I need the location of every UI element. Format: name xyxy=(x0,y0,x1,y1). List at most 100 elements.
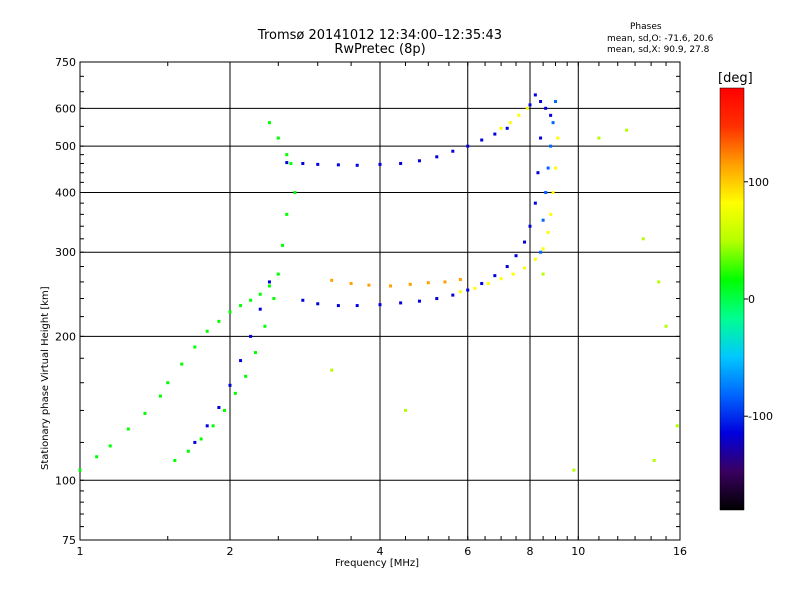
data-point xyxy=(493,132,497,136)
data-point xyxy=(267,284,271,288)
data-point xyxy=(276,272,280,276)
data-point xyxy=(78,468,82,472)
chart-subtitle: RwPretec (8p) xyxy=(334,42,426,57)
phase-stats-x: mean, sd,X: 90.9, 27.8 xyxy=(607,45,710,55)
data-point xyxy=(355,304,359,308)
data-point xyxy=(158,394,162,398)
data-point xyxy=(276,136,280,140)
data-point xyxy=(193,440,197,444)
data-point xyxy=(272,297,276,301)
data-point xyxy=(228,310,232,314)
colorbar xyxy=(719,87,745,511)
data-point xyxy=(403,408,407,412)
y-tick-label: 75 xyxy=(62,534,76,547)
x-tick-label: 4 xyxy=(377,545,384,558)
y-tick-label: 100 xyxy=(55,474,76,487)
data-point xyxy=(239,304,243,308)
data-point xyxy=(126,427,130,431)
data-point xyxy=(466,288,470,292)
data-point xyxy=(180,362,184,366)
data-point xyxy=(536,171,540,175)
data-point xyxy=(544,106,548,110)
data-point xyxy=(546,230,550,234)
data-point xyxy=(466,144,470,148)
data-point xyxy=(435,297,439,301)
colorbar-tick-label: 100 xyxy=(748,176,769,189)
data-point xyxy=(544,190,548,194)
y-tick-label: 750 xyxy=(55,56,76,69)
y-tick-label: 600 xyxy=(55,102,76,115)
data-point xyxy=(378,162,382,166)
data-point xyxy=(541,218,545,222)
data-point xyxy=(336,163,340,167)
data-point xyxy=(301,161,305,165)
data-point xyxy=(258,292,262,296)
data-point xyxy=(417,299,421,303)
data-point xyxy=(541,272,545,276)
data-point xyxy=(553,100,557,104)
data-point xyxy=(408,282,412,286)
data-point xyxy=(511,272,515,276)
data-point xyxy=(301,298,305,302)
data-point xyxy=(572,468,576,472)
data-point xyxy=(249,334,253,338)
data-point xyxy=(541,247,545,251)
data-point xyxy=(199,437,203,441)
data-point xyxy=(480,282,484,286)
data-point xyxy=(435,155,439,159)
data-point xyxy=(173,458,177,462)
y-tick-label: 500 xyxy=(55,140,76,153)
data-point xyxy=(217,319,221,323)
data-point xyxy=(367,283,371,287)
data-point xyxy=(193,345,197,349)
data-point xyxy=(253,351,257,355)
x-axis-label: Frequency [MHz] xyxy=(335,558,420,569)
data-point xyxy=(281,243,285,247)
data-point xyxy=(533,93,537,97)
data-point xyxy=(664,324,668,328)
data-point xyxy=(217,405,221,409)
colorbar-tick-label: -100 xyxy=(748,410,773,423)
data-point xyxy=(539,250,543,254)
data-point xyxy=(499,277,503,281)
data-point xyxy=(293,190,297,194)
data-point xyxy=(443,280,447,284)
data-point xyxy=(458,278,462,282)
data-point xyxy=(244,374,248,378)
data-point xyxy=(641,237,645,241)
data-point xyxy=(258,307,262,311)
data-point xyxy=(514,254,518,258)
data-point xyxy=(378,303,382,307)
data-point xyxy=(285,212,289,216)
data-point xyxy=(473,286,477,290)
phase-header: Phases xyxy=(630,22,662,32)
data-point xyxy=(549,144,553,148)
data-point xyxy=(493,274,497,278)
data-point xyxy=(505,265,509,269)
colorbar-tick-label: 0 xyxy=(748,293,755,306)
data-point xyxy=(553,166,557,170)
data-point xyxy=(205,424,209,428)
data-point xyxy=(239,359,243,363)
data-point xyxy=(539,136,543,140)
x-tick-label: 8 xyxy=(527,545,534,558)
data-point xyxy=(451,293,455,297)
y-tick-label: 400 xyxy=(55,186,76,199)
data-point xyxy=(330,278,334,282)
data-point xyxy=(417,159,421,163)
data-point xyxy=(285,153,289,157)
data-point xyxy=(399,161,403,165)
x-tick-label: 1 xyxy=(77,545,84,558)
data-point xyxy=(316,162,320,166)
data-point xyxy=(533,201,537,205)
data-point xyxy=(533,257,537,261)
data-point xyxy=(499,126,503,130)
data-point xyxy=(625,128,629,132)
data-point xyxy=(505,126,509,130)
x-tick-label: 16 xyxy=(673,545,687,558)
data-point xyxy=(525,106,529,110)
data-point xyxy=(657,280,661,284)
data-point xyxy=(289,161,293,165)
